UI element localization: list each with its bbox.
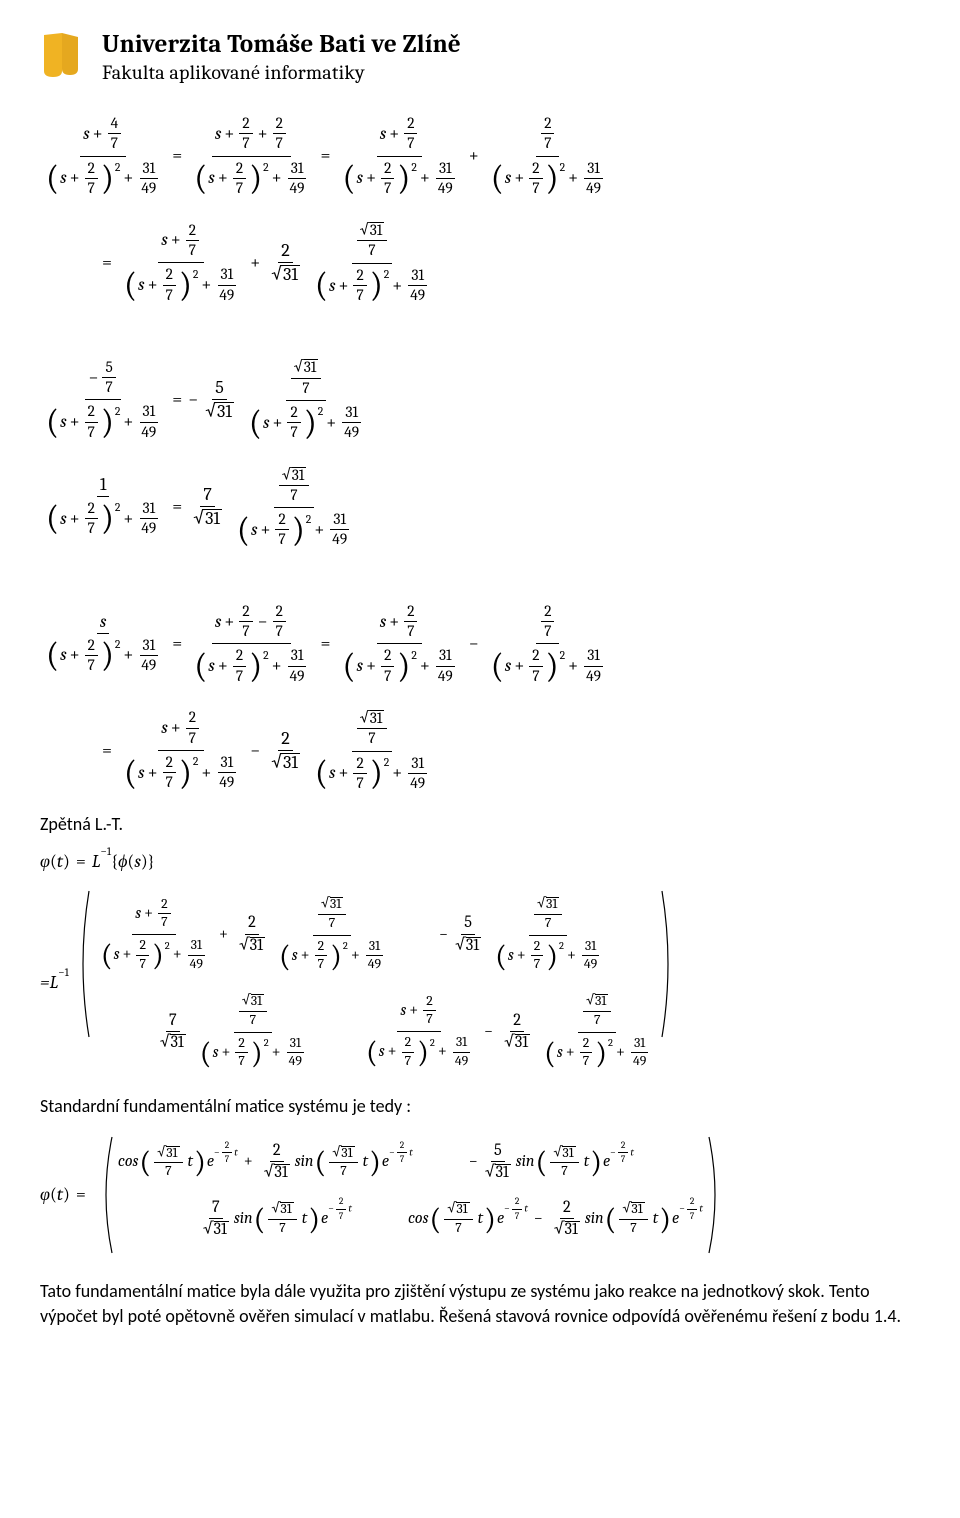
faculty-name: Fakulta aplikované informatiky: [102, 61, 461, 84]
closing-paragraph: Tato fundamentální matice byla dále využ…: [40, 1279, 920, 1328]
matrix-s-domain: = L−1 s+27 (s+27)2+3149 + 2√31 √317 (s+2…: [40, 889, 920, 1077]
eq-block-4: s (s+27)2+3149 = s+27−27 (s+27)2+3149 = …: [40, 600, 920, 688]
std-fund-label: Standardní fundamentální matice systému …: [40, 1095, 920, 1117]
left-paren-icon: [75, 889, 91, 1039]
right-paren-icon: [707, 1135, 723, 1255]
university-logo-icon: [40, 33, 82, 81]
left-paren-icon: [98, 1135, 114, 1255]
page-header: Univerzita Tomáše Bati ve Zlíně Fakulta …: [40, 30, 920, 84]
eq-block-3: 1 (s+27)2+3149 = 7√31 √317 (s+27)2+3149: [40, 463, 920, 552]
inverse-lt-label: Zpětná L.-T.: [40, 813, 920, 835]
university-name: Univerzita Tomáše Bati ve Zlíně: [102, 30, 461, 59]
right-paren-icon: [660, 889, 676, 1039]
phi-def: φ(t)=L−1{ϕ(s)}: [40, 853, 920, 871]
university-text: Univerzita Tomáše Bati ve Zlíně Fakulta …: [102, 30, 461, 84]
eq-block-1: s+47 (s+27)2+3149 = s+27+27 (s+27)2+3149…: [40, 112, 920, 200]
eq-block-4b: = s+27 (s+27)2+3149 − 2√31 √317 (s+27)2+…: [96, 706, 920, 795]
eq-block-2: −57 (s+27)2+3149 = − 5√31 √317 (s+27)2+3…: [40, 355, 920, 444]
eq-block-1b: = s+27 (s+27)2+3149 + 2√31 √317 (s+27)2+…: [96, 218, 920, 307]
matrix-t-domain: φ(t)= cos(√317t) e−27t + 2√31 sin(√317t)…: [40, 1135, 920, 1255]
